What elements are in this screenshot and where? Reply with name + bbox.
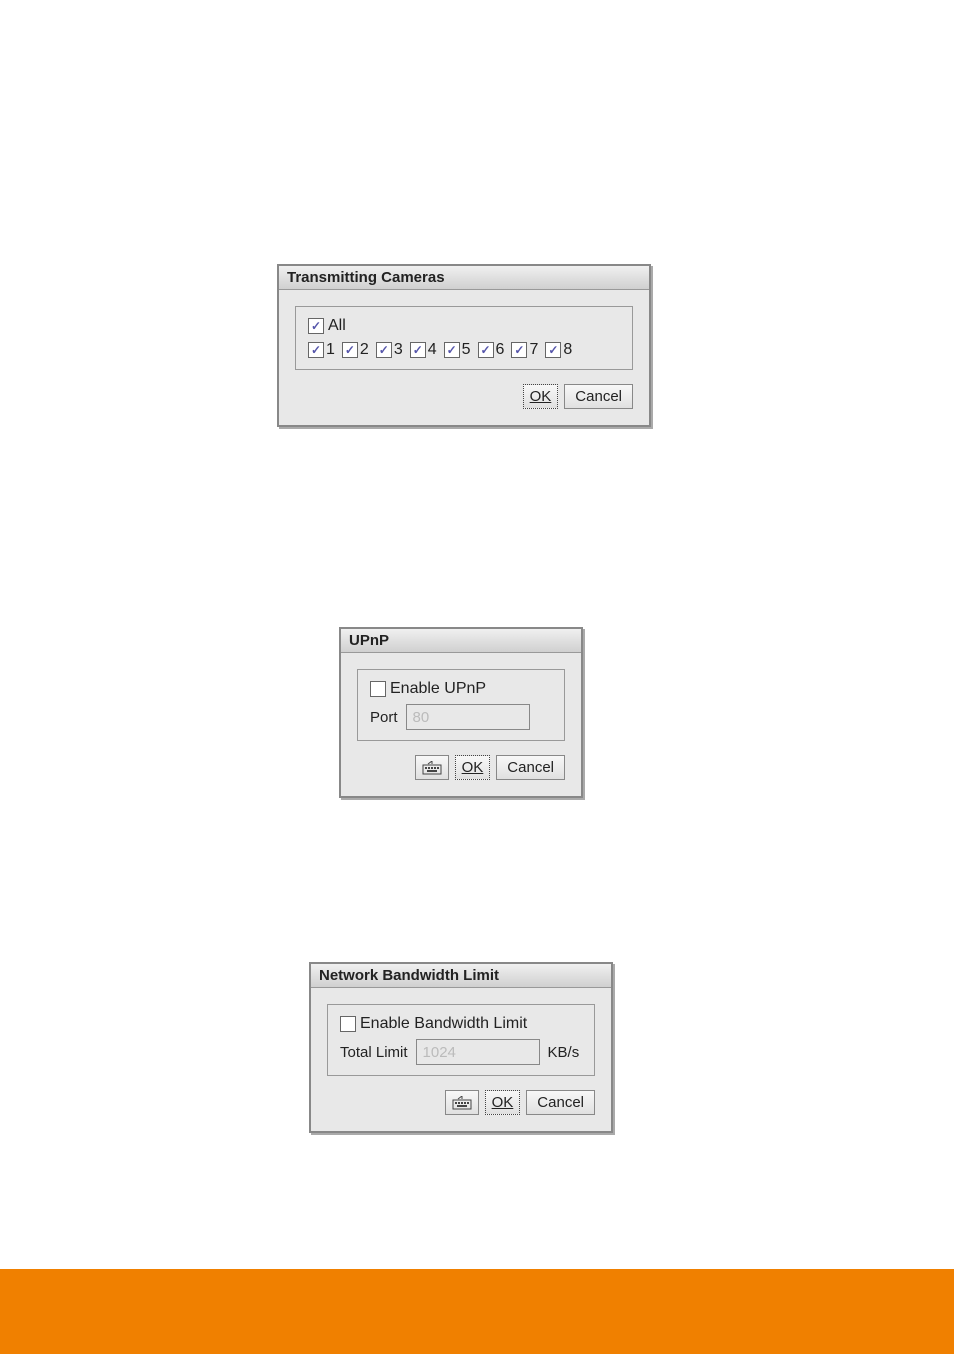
camera-2-checkbox[interactable] bbox=[342, 342, 358, 358]
dialog-body: Enable UPnP Port OK bbox=[341, 653, 581, 796]
dialog-title: Network Bandwidth Limit bbox=[311, 964, 611, 988]
port-label: Port bbox=[370, 709, 398, 726]
camera-8-item: 8 bbox=[545, 341, 576, 359]
camera-7-item: 7 bbox=[511, 341, 542, 359]
camera-8-checkbox[interactable] bbox=[545, 342, 561, 358]
button-row: OK Cancel bbox=[295, 384, 633, 409]
keyboard-button[interactable] bbox=[415, 755, 449, 780]
enable-upnp-row: Enable UPnP bbox=[370, 680, 552, 698]
camera-5-checkbox[interactable] bbox=[444, 342, 460, 358]
camera-4-item: 4 bbox=[410, 341, 441, 359]
bandwidth-fieldset: Enable Bandwidth Limit Total Limit KB/s bbox=[327, 1004, 595, 1076]
keyboard-icon bbox=[422, 761, 442, 775]
enable-bandwidth-row: Enable Bandwidth Limit bbox=[340, 1015, 582, 1033]
page-footer bbox=[0, 1269, 954, 1354]
camera-8-label: 8 bbox=[563, 341, 572, 359]
camera-6-checkbox[interactable] bbox=[478, 342, 494, 358]
upnp-fieldset: Enable UPnP Port bbox=[357, 669, 565, 741]
limit-row: Total Limit KB/s bbox=[340, 1039, 582, 1065]
camera-1-label: 1 bbox=[326, 341, 335, 359]
camera-3-checkbox[interactable] bbox=[376, 342, 392, 358]
all-label: All bbox=[328, 317, 346, 335]
camera-5-label: 5 bbox=[462, 341, 471, 359]
transmitting-cameras-dialog: Transmitting Cameras All 1 2 3 bbox=[277, 264, 651, 427]
unit-label: KB/s bbox=[548, 1044, 580, 1061]
camera-4-label: 4 bbox=[428, 341, 437, 359]
button-row: OK Cancel bbox=[327, 1090, 595, 1115]
port-row: Port bbox=[370, 704, 552, 730]
camera-2-item: 2 bbox=[342, 341, 373, 359]
button-row: OK Cancel bbox=[357, 755, 565, 780]
keyboard-icon bbox=[452, 1096, 472, 1110]
ok-button[interactable]: OK bbox=[485, 1090, 521, 1115]
camera-7-label: 7 bbox=[529, 341, 538, 359]
limit-label: Total Limit bbox=[340, 1044, 408, 1061]
camera-1-item: 1 bbox=[308, 341, 339, 359]
ok-button[interactable]: OK bbox=[455, 755, 491, 780]
dialog-body: Enable Bandwidth Limit Total Limit KB/s bbox=[311, 988, 611, 1131]
ok-button[interactable]: OK bbox=[523, 384, 559, 409]
camera-2-label: 2 bbox=[360, 341, 369, 359]
all-checkbox-row: All bbox=[308, 317, 620, 335]
cancel-button[interactable]: Cancel bbox=[564, 384, 633, 409]
enable-upnp-label: Enable UPnP bbox=[390, 680, 486, 698]
camera-1-checkbox[interactable] bbox=[308, 342, 324, 358]
camera-6-item: 6 bbox=[478, 341, 509, 359]
dialog-body: All 1 2 3 4 bbox=[279, 290, 649, 425]
camera-3-label: 3 bbox=[394, 341, 403, 359]
dialog-title: Transmitting Cameras bbox=[279, 266, 649, 290]
keyboard-button[interactable] bbox=[445, 1090, 479, 1115]
cancel-button[interactable]: Cancel bbox=[496, 755, 565, 780]
limit-input[interactable] bbox=[416, 1039, 540, 1065]
port-input[interactable] bbox=[406, 704, 530, 730]
all-checkbox[interactable] bbox=[308, 318, 324, 334]
cancel-button[interactable]: Cancel bbox=[526, 1090, 595, 1115]
enable-upnp-checkbox[interactable] bbox=[370, 681, 386, 697]
camera-5-item: 5 bbox=[444, 341, 475, 359]
camera-7-checkbox[interactable] bbox=[511, 342, 527, 358]
camera-checkbox-list: 1 2 3 4 5 bbox=[308, 341, 620, 359]
upnp-dialog: UPnP Enable UPnP Port bbox=[339, 627, 583, 798]
camera-6-label: 6 bbox=[496, 341, 505, 359]
enable-bandwidth-checkbox[interactable] bbox=[340, 1016, 356, 1032]
camera-4-checkbox[interactable] bbox=[410, 342, 426, 358]
enable-bandwidth-label: Enable Bandwidth Limit bbox=[360, 1015, 527, 1033]
dialog-title: UPnP bbox=[341, 629, 581, 653]
bandwidth-dialog: Network Bandwidth Limit Enable Bandwidth… bbox=[309, 962, 613, 1133]
cameras-fieldset: All 1 2 3 4 bbox=[295, 306, 633, 370]
camera-3-item: 3 bbox=[376, 341, 407, 359]
